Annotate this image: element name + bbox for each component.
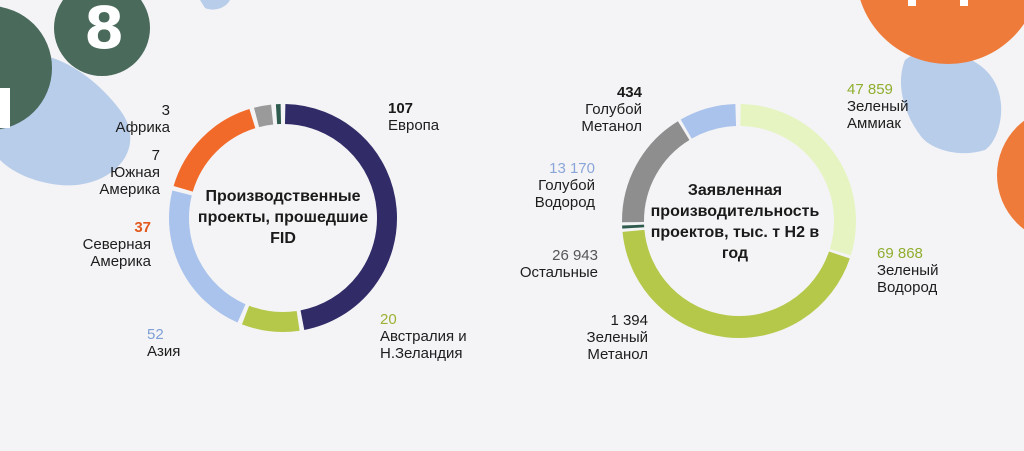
- chart1-value-south-america: 7: [151, 147, 160, 164]
- orange-mark-2: [960, 0, 968, 6]
- chart1-value-asia: 52: [147, 326, 164, 343]
- badge-number: 8: [84, 0, 125, 62]
- badge-digit-fragment: [0, 88, 10, 128]
- orange-circle-top: [860, 0, 1024, 64]
- chart1-label-south-america: 7 Южная Америка: [60, 147, 160, 198]
- map-blob-top: [200, 0, 230, 10]
- chart2-name-blue-methanol: Голубой Метанол: [581, 101, 642, 135]
- chart1-slice-north-america: [173, 109, 256, 192]
- chart2-label-green-methanol: 1 394 Зеленый Метанол: [560, 312, 648, 363]
- chart2-label-blue-methanol: 434 Голубой Метанол: [560, 84, 642, 135]
- chart1-title: Производственные проекты, прошедшие FID: [197, 188, 369, 247]
- chart1-name-asia: Азия: [147, 343, 181, 360]
- chart2-value-blue-methanol: 434: [616, 84, 642, 101]
- chart1-label-north-america: 37 Северная Америка: [45, 219, 151, 270]
- chart2-name-green-hydrogen: Зеленый Водород: [877, 262, 939, 296]
- chart2-name-other: Остальные: [519, 264, 598, 281]
- chart2-name-blue-hydrogen: Голубой Водород: [534, 177, 595, 211]
- chart1-name-north-america: Северная Америка: [82, 236, 151, 270]
- chart1-label-australia: 20 Австралия и Н.Зеландия: [380, 311, 490, 362]
- chart2-name-green-methanol: Зеленый Метанол: [586, 329, 648, 363]
- chart2-value-other: 26 943: [552, 247, 598, 264]
- chart2-slice-blue-hydrogen: [680, 104, 737, 139]
- badge-circle-left: [0, 6, 52, 130]
- chart2-label-green-ammonia: 47 859 Зеленый Аммиак: [847, 81, 927, 132]
- chart1-slice-asia: [169, 190, 246, 323]
- chart1-slice-south-america: [254, 104, 274, 128]
- chart1-name-australia: Австралия и Н.Зеландия: [380, 328, 467, 362]
- badge-circle: [54, 0, 150, 76]
- chart1-slice-australia: [241, 305, 300, 332]
- chart2-slice-green-ammonia: [740, 104, 856, 256]
- chart1-label-europe: 107 Европа: [388, 100, 468, 134]
- chart2-label-other: 26 943 Остальные: [500, 247, 598, 281]
- chart2-name-green-ammonia: Зеленый Аммиак: [847, 98, 909, 132]
- chart1-slice-europe: [284, 104, 397, 330]
- chart2-label-blue-hydrogen: 13 170 Голубой Водород: [510, 160, 595, 211]
- chart1-name-europe: Европа: [388, 117, 440, 134]
- chart1-label-asia: 52 Азия: [147, 326, 227, 360]
- chart2-value-green-ammonia: 47 859: [847, 81, 893, 98]
- orange-circle-right: [997, 120, 1024, 230]
- chart2-title: Заявленная производительность проектов, …: [650, 182, 820, 262]
- chart1-name-africa: Африка: [115, 119, 170, 136]
- chart1-label-africa: 3 Африка: [100, 102, 170, 136]
- orange-mark-1: [908, 0, 916, 6]
- chart1-value-north-america: 37: [134, 219, 151, 236]
- chart2-slice-green-hydrogen: [622, 229, 850, 338]
- chart1-value-australia: 20: [380, 311, 397, 328]
- map-blob-right: [900, 50, 1002, 154]
- chart1-value-africa: 3: [161, 102, 170, 119]
- chart2-label-green-hydrogen: 69 868 Зеленый Водород: [877, 245, 967, 296]
- chart1-value-europe: 107: [388, 100, 414, 117]
- chart2-value-green-methanol: 1 394: [610, 312, 648, 329]
- chart1-name-south-america: Южная Америка: [99, 164, 160, 198]
- chart2-value-green-hydrogen: 69 868: [877, 245, 923, 262]
- chart2-slice-other: [622, 121, 690, 223]
- chart2-value-blue-hydrogen: 13 170: [549, 160, 595, 177]
